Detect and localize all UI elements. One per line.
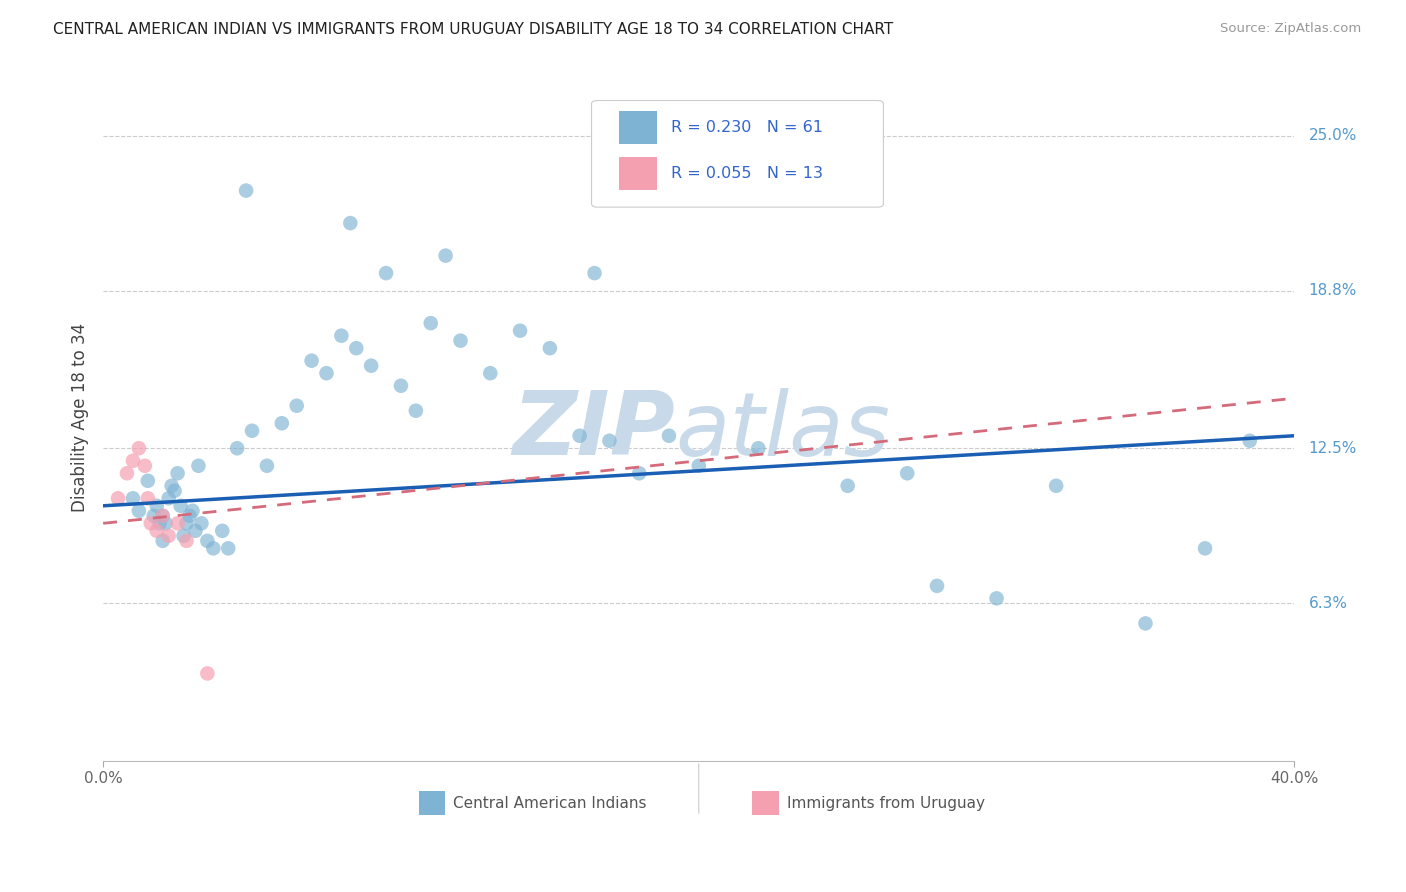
Point: [157, 529, 180, 543]
Point: [176, 533, 198, 548]
Point: [389, 378, 412, 392]
Point: [115, 467, 138, 481]
Point: [538, 341, 561, 355]
Point: [128, 504, 150, 518]
Text: R = 0.230   N = 61: R = 0.230 N = 61: [671, 120, 824, 135]
Point: [419, 316, 441, 330]
Point: [107, 491, 129, 506]
Point: [152, 533, 174, 548]
Point: [128, 442, 150, 456]
Point: [344, 341, 367, 355]
Point: [145, 524, 167, 538]
Point: [1194, 541, 1216, 556]
Text: ZIP: ZIP: [512, 387, 675, 475]
Point: [166, 467, 188, 481]
Point: [202, 541, 225, 556]
Bar: [619, 157, 657, 190]
Point: [405, 403, 427, 417]
Point: [173, 529, 195, 543]
Point: [330, 328, 353, 343]
Point: [925, 579, 948, 593]
Point: [658, 429, 681, 443]
Point: [285, 399, 308, 413]
Point: [339, 216, 361, 230]
Point: [145, 499, 167, 513]
Text: atlas: atlas: [675, 388, 890, 474]
Point: [226, 442, 249, 456]
FancyBboxPatch shape: [592, 101, 883, 207]
Point: [157, 491, 180, 506]
Text: 25.0%: 25.0%: [1309, 128, 1357, 143]
Point: [217, 541, 239, 556]
Bar: [752, 790, 779, 814]
Point: [211, 524, 233, 538]
Point: [628, 467, 651, 481]
Point: [479, 366, 502, 380]
Point: [509, 324, 531, 338]
Point: [598, 434, 620, 448]
Point: [163, 483, 186, 498]
Point: [360, 359, 382, 373]
Point: [152, 508, 174, 523]
Point: [837, 479, 859, 493]
Point: [747, 442, 769, 456]
Point: [240, 424, 263, 438]
Point: [583, 266, 606, 280]
Point: [195, 666, 218, 681]
Point: [688, 458, 710, 473]
Text: 12.5%: 12.5%: [1309, 441, 1357, 456]
Point: [434, 249, 457, 263]
Point: [1135, 616, 1157, 631]
Point: [270, 416, 292, 430]
Point: [896, 467, 918, 481]
Point: [235, 184, 257, 198]
Point: [122, 491, 145, 506]
Point: [181, 504, 204, 518]
Point: [136, 474, 159, 488]
Point: [1045, 479, 1067, 493]
Text: 6.3%: 6.3%: [1309, 596, 1348, 611]
Point: [152, 508, 174, 523]
Point: [568, 429, 591, 443]
Point: [122, 454, 145, 468]
Point: [375, 266, 398, 280]
Y-axis label: Disability Age 18 to 34: Disability Age 18 to 34: [72, 322, 89, 511]
Point: [176, 516, 198, 531]
Point: [190, 516, 212, 531]
Point: [184, 524, 207, 538]
Point: [142, 508, 165, 523]
Text: Central American Indians: Central American Indians: [453, 797, 647, 811]
Point: [139, 516, 162, 531]
Point: [1239, 434, 1261, 448]
Point: [155, 516, 177, 531]
Point: [986, 591, 1008, 606]
Bar: [419, 790, 446, 814]
Point: [160, 479, 183, 493]
Point: [187, 458, 209, 473]
Point: [195, 533, 218, 548]
Bar: [619, 111, 657, 144]
Point: [301, 353, 323, 368]
Point: [169, 499, 191, 513]
Text: Source: ZipAtlas.com: Source: ZipAtlas.com: [1220, 22, 1361, 36]
Text: Immigrants from Uruguay: Immigrants from Uruguay: [787, 797, 986, 811]
Point: [256, 458, 278, 473]
Point: [149, 516, 172, 531]
Point: [136, 491, 159, 506]
Text: CENTRAL AMERICAN INDIAN VS IMMIGRANTS FROM URUGUAY DISABILITY AGE 18 TO 34 CORRE: CENTRAL AMERICAN INDIAN VS IMMIGRANTS FR…: [53, 22, 894, 37]
Point: [450, 334, 472, 348]
Text: R = 0.055   N = 13: R = 0.055 N = 13: [671, 166, 824, 181]
Point: [315, 366, 337, 380]
Point: [134, 458, 156, 473]
Point: [166, 516, 188, 531]
Text: 18.8%: 18.8%: [1309, 283, 1357, 298]
Point: [179, 508, 201, 523]
